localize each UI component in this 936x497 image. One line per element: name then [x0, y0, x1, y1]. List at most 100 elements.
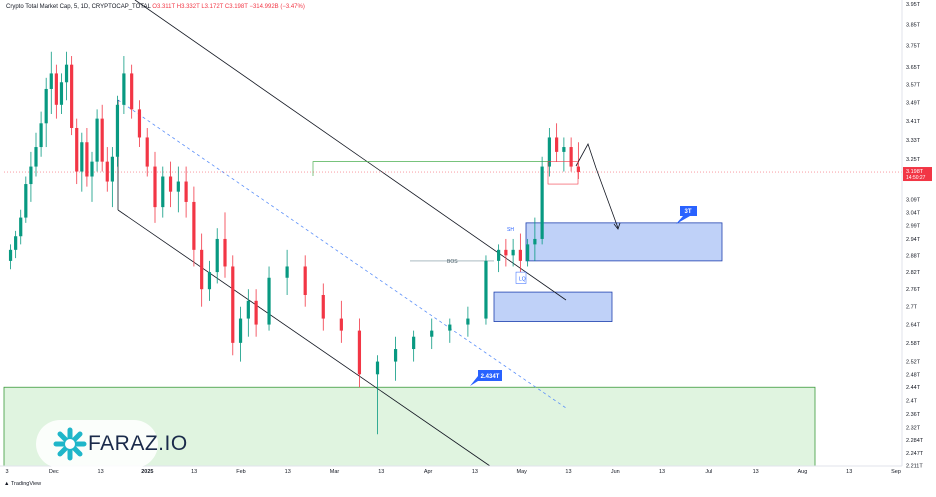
y-tick-label: 2.64T — [906, 323, 921, 329]
y-tick-label: 2.32T — [906, 425, 921, 431]
line-layer — [4, 0, 902, 467]
x-tick-label: 2025 — [141, 469, 153, 475]
faraz-logo-icon — [53, 427, 87, 461]
y-tick-label: 2.7T — [906, 305, 918, 311]
candle-body — [285, 266, 289, 278]
candle-body — [375, 361, 380, 375]
candle-body — [29, 166, 33, 185]
low-label-text: 2.434T — [481, 374, 500, 380]
x-tick-label: 13 — [846, 469, 852, 475]
candle-body — [466, 318, 470, 325]
candle-body — [122, 73, 126, 105]
y-tick-label: 3.41T — [906, 119, 921, 125]
y-tick-label: 3.57T — [906, 82, 921, 88]
candle-body — [215, 238, 219, 273]
x-tick-label: 13 — [285, 469, 291, 475]
candle-body — [115, 104, 120, 157]
y-tick-label: 2.44T — [906, 385, 921, 391]
target-label-text: 3T — [684, 209, 691, 215]
y-tick-label: 3.95T — [906, 2, 921, 8]
x-tick-label: Apr — [424, 469, 433, 475]
candle-body — [34, 147, 38, 167]
candle-body — [321, 294, 325, 319]
lq-label: LQ — [519, 277, 526, 283]
x-tick-label: Feb — [236, 469, 245, 475]
candle-body — [357, 330, 362, 375]
candle-body — [90, 161, 94, 177]
low-label-bg — [470, 370, 502, 386]
candle-body — [238, 318, 243, 343]
candle-body — [64, 64, 69, 83]
x-tick-label: 13 — [378, 469, 384, 475]
sh-label: SH — [507, 227, 514, 233]
x-tick-label: Jul — [705, 469, 712, 475]
tradingview-logo[interactable]: ▲ TradingView — [4, 481, 41, 487]
x-tick-label: 13 — [753, 469, 759, 475]
candle-body — [80, 142, 84, 172]
candle-body — [267, 277, 271, 325]
last-price-countdown: 14:50:27 — [906, 175, 926, 181]
symbol-title: Crypto Total Market Cap, 5, 1D, CRYPTOCA… — [6, 4, 151, 10]
candle-body — [161, 176, 165, 208]
x-tick-label: May — [516, 469, 527, 475]
ohlc-readout: O3.311T H3.332T L3.172T C3.198T −314.992… — [152, 4, 305, 10]
candle-body — [70, 64, 74, 128]
lq-box — [515, 271, 527, 284]
x-tick-label: 13 — [191, 469, 197, 475]
y-tick-label: 3.33T — [906, 138, 921, 144]
candle-body — [110, 156, 114, 182]
upper-demand-zone — [525, 222, 723, 262]
candle-body — [254, 300, 258, 325]
last-price-tag — [903, 167, 932, 182]
y-tick-label: 3.75T — [906, 43, 921, 49]
candle-body — [430, 330, 434, 337]
candle-body — [153, 166, 157, 208]
candle-body — [130, 73, 134, 110]
y-tick-label: 3.25T — [906, 157, 921, 163]
candle-body — [223, 238, 227, 267]
candle-body — [518, 249, 522, 261]
y-tick-label: 2.76T — [906, 287, 921, 293]
y-tick-label: 2.88T — [906, 253, 921, 259]
y-tick-label: 2.58T — [906, 341, 921, 347]
candle-body — [412, 336, 416, 350]
y-tick-label: 3.09T — [906, 197, 921, 203]
x-tick-label: 13 — [98, 469, 104, 475]
candle-body — [562, 147, 566, 152]
resistance-line — [312, 161, 548, 176]
candle-body — [59, 82, 64, 105]
candle-body — [19, 217, 23, 237]
candle-body — [547, 137, 551, 167]
channel-lower-line — [117, 209, 491, 467]
bos-label: BOS — [447, 259, 458, 265]
candle-body — [14, 236, 18, 250]
candle-body — [303, 266, 307, 295]
x-tick-label: Sep — [891, 469, 901, 475]
y-tick-label: 2.247T — [906, 451, 924, 457]
axis-layer: 3.95T 3.85T 3.75T 3.65T 3.57T 3.49T 3.41T 3.33T… — [0, 0, 932, 475]
candle-body — [184, 181, 188, 202]
candle-body — [49, 73, 53, 89]
y-tick-label: 3.04T — [906, 210, 921, 216]
candle-layer — [8, 51, 580, 435]
candle-body — [200, 249, 204, 290]
tradingview-icon: ▲ — [4, 481, 10, 487]
channel-upper-line — [134, 0, 567, 301]
faraz-watermark: FARAZ.IO — [36, 420, 187, 468]
candle-body — [533, 238, 537, 245]
x-tick-label: 3 — [5, 469, 8, 475]
x-tick-label: 13 — [659, 469, 665, 475]
tradingview-text: TradingView — [10, 481, 42, 487]
lower-demand-zone — [493, 291, 613, 322]
candle-body — [85, 142, 89, 177]
candle-body — [8, 249, 13, 261]
projection-arrowhead — [613, 222, 621, 230]
y-tick-label: 2.211T — [906, 464, 923, 470]
candle-body — [95, 118, 99, 162]
candle-body — [448, 324, 452, 331]
y-tick-label: 2.52T — [906, 360, 921, 366]
x-tick-label: 13 — [565, 469, 571, 475]
candle-body — [576, 166, 580, 173]
y-tick-label: 2.99T — [906, 224, 921, 230]
